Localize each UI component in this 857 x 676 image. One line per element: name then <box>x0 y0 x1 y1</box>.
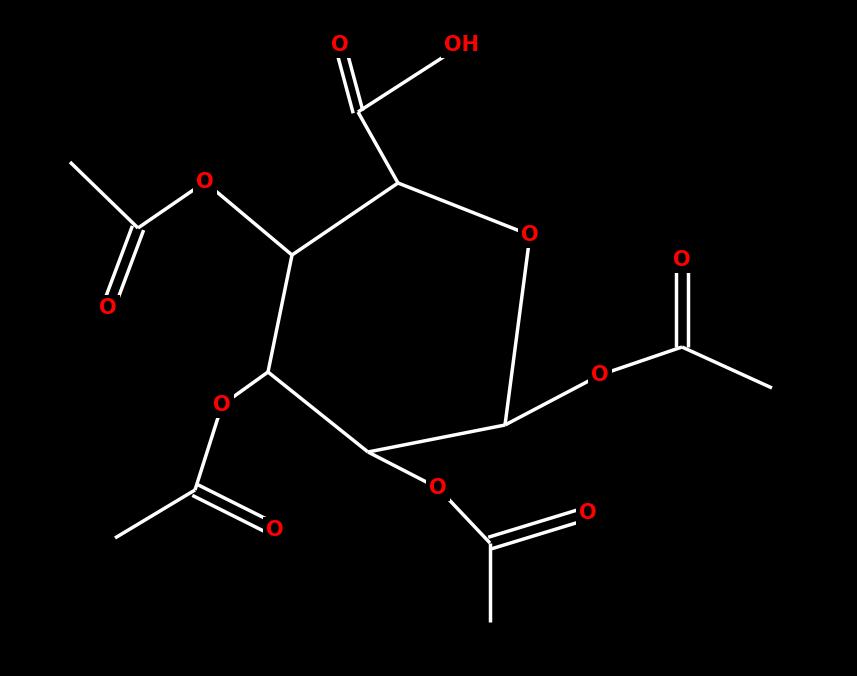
Text: O: O <box>213 395 231 415</box>
Text: O: O <box>429 478 446 498</box>
Text: O: O <box>674 250 691 270</box>
Text: O: O <box>521 225 539 245</box>
Text: O: O <box>99 298 117 318</box>
Text: O: O <box>267 520 284 540</box>
Text: OH: OH <box>445 35 480 55</box>
Text: O: O <box>196 172 213 192</box>
Text: O: O <box>579 503 596 523</box>
Text: O: O <box>591 365 608 385</box>
Text: O: O <box>331 35 349 55</box>
